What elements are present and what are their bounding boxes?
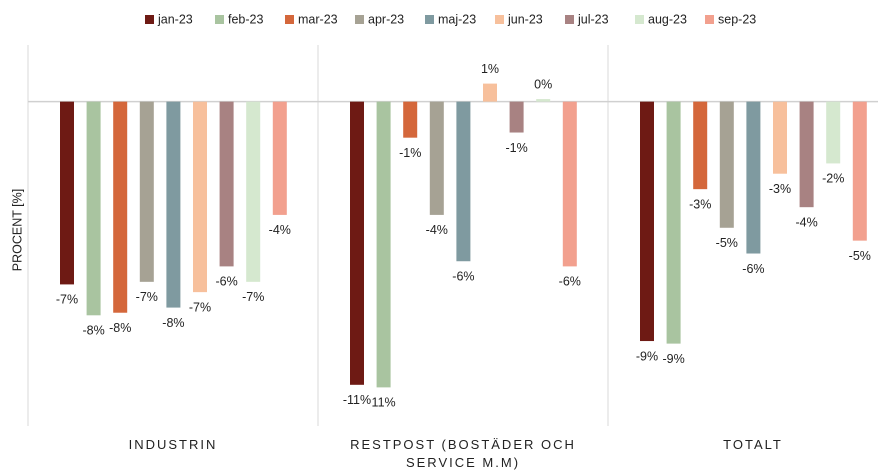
legend-swatch <box>565 15 574 24</box>
bar <box>773 101 787 174</box>
x-tick-label: TOTALT <box>723 437 783 452</box>
legend-swatch <box>215 15 224 24</box>
legend-swatch <box>425 15 434 24</box>
data-label: -6% <box>452 270 474 284</box>
data-label: -4% <box>426 223 448 237</box>
bar <box>403 101 418 138</box>
bar <box>166 101 181 308</box>
data-label: -9% <box>662 352 684 366</box>
data-label: -7% <box>56 293 78 307</box>
legend-label: jun-23 <box>507 12 543 26</box>
data-label: -4% <box>795 215 817 229</box>
bar <box>246 101 261 282</box>
legend-label: sep-23 <box>718 12 756 26</box>
bar <box>272 101 287 215</box>
legend-swatch <box>145 15 154 24</box>
bar <box>86 101 101 316</box>
data-label: -1% <box>505 141 527 155</box>
bar <box>376 101 391 388</box>
bar <box>799 101 814 208</box>
data-label: -11% <box>343 393 371 407</box>
bar <box>640 101 654 342</box>
legend-swatch <box>705 15 714 24</box>
data-label: 0% <box>534 77 552 91</box>
data-label: -3% <box>769 182 791 196</box>
bar <box>536 99 551 102</box>
data-label: 1% <box>481 62 499 76</box>
data-label: -6% <box>215 275 237 289</box>
data-label: -7% <box>242 290 264 304</box>
legend-label: feb-23 <box>228 12 263 26</box>
bar <box>826 101 841 164</box>
legend-label: jul-23 <box>577 12 609 26</box>
legend-label: mar-23 <box>298 12 338 26</box>
data-label: -5% <box>849 249 871 263</box>
data-label: -9% <box>636 349 658 363</box>
data-label: -1% <box>399 146 421 160</box>
data-label: -7% <box>136 290 158 304</box>
bar <box>666 101 681 344</box>
bar <box>139 101 154 282</box>
bar <box>562 101 577 267</box>
bar <box>429 101 444 215</box>
bar <box>193 101 207 293</box>
legend-swatch <box>355 15 364 24</box>
data-label: -6% <box>559 275 581 289</box>
bar <box>693 101 708 190</box>
data-label: -8% <box>109 321 131 335</box>
bar <box>113 101 128 313</box>
bar <box>350 101 364 385</box>
y-axis-label: PROCENT [%] <box>10 189 24 271</box>
legend-label: aug-23 <box>648 12 687 26</box>
data-label: -4% <box>269 223 291 237</box>
data-label: -8% <box>82 324 104 338</box>
bar <box>719 101 734 228</box>
data-label: -8% <box>162 316 184 330</box>
data-label: -6% <box>742 262 764 276</box>
bar <box>60 101 74 285</box>
bar <box>852 101 867 241</box>
x-tick-label: INDUSTRIN <box>128 437 218 452</box>
legend-swatch <box>495 15 504 24</box>
bar <box>509 101 524 133</box>
legend-swatch <box>635 15 644 24</box>
data-label: -7% <box>189 300 211 314</box>
data-label: 11% <box>372 396 396 410</box>
legend-swatch <box>285 15 294 24</box>
data-label: -2% <box>822 172 844 186</box>
data-label: -3% <box>689 197 711 211</box>
bar <box>219 101 234 267</box>
legend-label: apr-23 <box>368 12 404 26</box>
bar <box>456 101 471 262</box>
data-label: -5% <box>716 236 738 250</box>
legend-label: jan-23 <box>157 12 193 26</box>
bar <box>746 101 761 254</box>
bar <box>483 83 497 102</box>
x-tick-label: RESTPOST (BOSTÄDER OCH SERVICE M.M) <box>350 437 576 470</box>
legend-label: maj-23 <box>438 12 476 26</box>
